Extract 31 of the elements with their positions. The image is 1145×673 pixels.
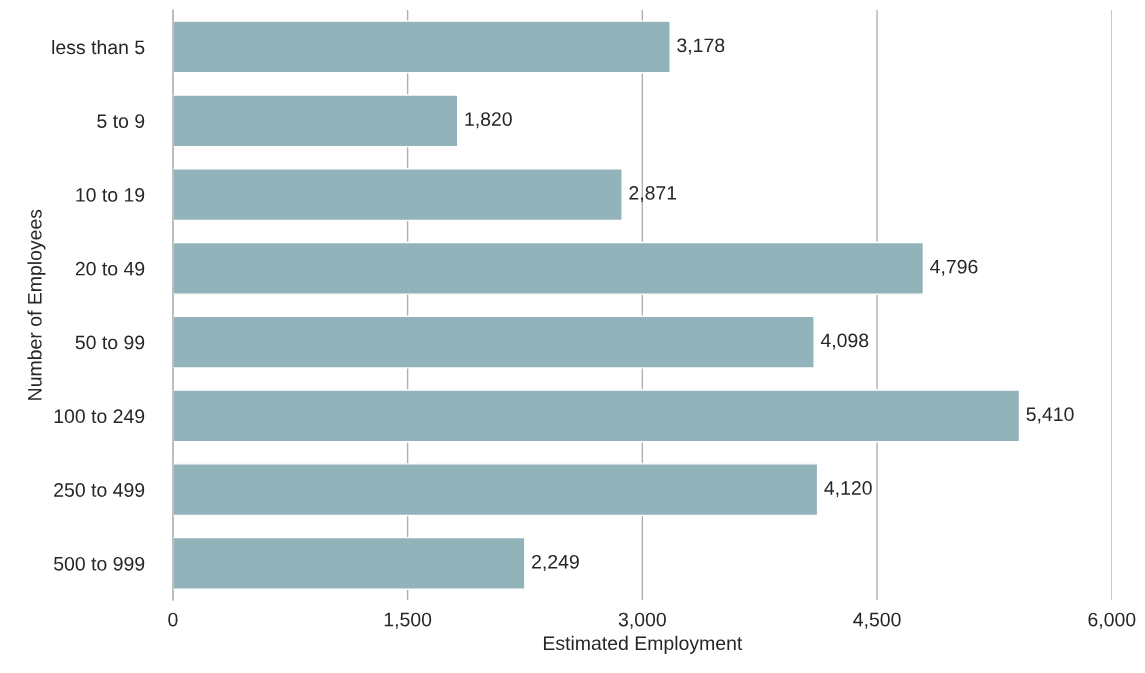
y-tick-label: 50 to 99: [75, 335, 145, 350]
bar: [172, 315, 815, 369]
y-tick-label: less than 5: [52, 39, 145, 55]
y-tick-label: 500 to 999: [54, 556, 145, 571]
x-tick-label: 4,500: [853, 612, 901, 629]
data-label: 1,820: [465, 112, 512, 129]
x-tick-label: 6,000: [1088, 612, 1136, 629]
bar: [172, 463, 819, 517]
bar: [172, 536, 526, 590]
y-axis-title: Number of Employees: [27, 209, 46, 400]
data-label: 5,410: [1026, 407, 1074, 424]
x-tick-label: 1,500: [384, 612, 432, 629]
bar: [172, 241, 925, 295]
bar: [172, 389, 1021, 443]
bar: [172, 94, 459, 148]
data-label: 2,871: [629, 185, 677, 203]
data-label: 4,098: [820, 333, 869, 350]
y-tick-label: 100 to 249: [54, 409, 145, 424]
bar: [172, 20, 671, 74]
y-tick-label: 250 to 499: [54, 483, 145, 497]
x-tick-label: 3,000: [618, 612, 666, 629]
x-axis-title: Estimated Employment: [543, 635, 743, 654]
bar: [172, 168, 623, 222]
y-tick-label: 20 to 49: [75, 261, 145, 276]
data-label: 4,796: [930, 259, 978, 276]
data-label: 4,120: [824, 481, 872, 498]
y-tick-label: 5 to 9: [97, 114, 145, 128]
x-tick-label: 0: [168, 612, 178, 627]
y-tick-label: 10 to 19: [76, 188, 145, 202]
data-label: 2,249: [532, 554, 579, 571]
data-label: 3,178: [677, 38, 725, 55]
